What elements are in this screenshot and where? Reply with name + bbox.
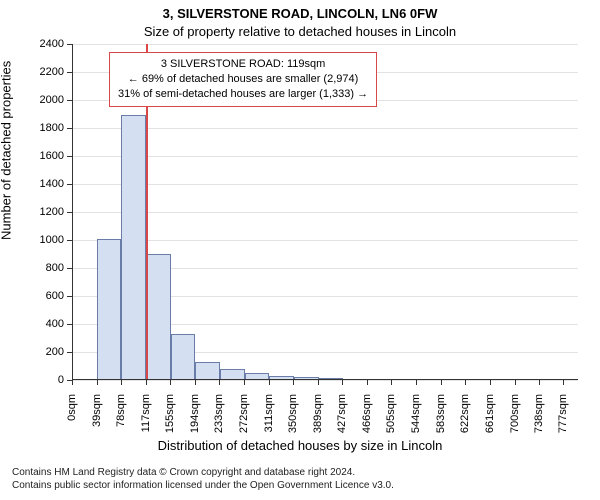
callout-box: 3 SILVERSTONE ROAD: 119sqm ← 69% of deta… — [109, 52, 377, 107]
histogram-bar — [195, 362, 220, 380]
y-tick-label: 1000 — [24, 235, 64, 245]
x-tick-label: 622sqm — [459, 394, 471, 444]
x-tick-label: 661sqm — [484, 394, 496, 444]
y-tick — [67, 296, 72, 297]
y-tick-label: 0 — [24, 375, 64, 385]
x-tick-label: 78sqm — [115, 394, 127, 444]
y-tick — [67, 72, 72, 73]
x-tick — [121, 380, 122, 385]
y-tick-label: 200 — [24, 347, 64, 357]
x-tick-label: 700sqm — [509, 394, 521, 444]
x-tick-label: 311sqm — [263, 394, 275, 444]
y-tick-label: 800 — [24, 263, 64, 273]
y-tick-label: 2000 — [24, 95, 64, 105]
x-axis-line — [72, 379, 578, 380]
footer-line-2: Contains public sector information licen… — [12, 479, 394, 492]
x-tick-label: 738sqm — [533, 394, 545, 444]
x-tick — [72, 380, 73, 385]
y-tick-label: 1600 — [24, 151, 64, 161]
x-tick-label: 272sqm — [238, 394, 250, 444]
x-tick-label: 0sqm — [66, 394, 78, 444]
x-tick — [269, 380, 270, 385]
grid-line — [72, 380, 578, 381]
callout-line-3: 31% of semi-detached houses are larger (… — [118, 87, 368, 102]
y-axis-label: Number of detached properties — [0, 61, 14, 240]
y-tick-label: 1400 — [24, 179, 64, 189]
y-tick — [67, 184, 72, 185]
histogram-bar — [121, 115, 146, 380]
y-tick — [67, 324, 72, 325]
chart-title-main: 3, SILVERSTONE ROAD, LINCOLN, LN6 0FW — [0, 6, 600, 21]
x-tick-label: 194sqm — [189, 394, 201, 444]
x-tick — [318, 380, 319, 385]
x-tick — [391, 380, 392, 385]
x-tick — [515, 380, 516, 385]
x-tick — [416, 380, 417, 385]
chart-title-sub: Size of property relative to detached ho… — [0, 24, 600, 39]
x-tick — [146, 380, 147, 385]
y-tick-label: 1200 — [24, 207, 64, 217]
y-tick — [67, 44, 72, 45]
x-tick — [465, 380, 466, 385]
x-tick-label: 544sqm — [410, 394, 422, 444]
x-tick-label: 505sqm — [385, 394, 397, 444]
histogram-bar — [97, 239, 122, 380]
x-tick-label: 583sqm — [435, 394, 447, 444]
x-tick — [293, 380, 294, 385]
x-tick — [244, 380, 245, 385]
y-tick-label: 400 — [24, 319, 64, 329]
x-tick — [342, 380, 343, 385]
x-axis-label: Distribution of detached houses by size … — [0, 438, 600, 453]
chart-container: { "layout": { "plot_left": 72, "plot_top… — [0, 0, 600, 500]
y-tick — [67, 352, 72, 353]
footer-attribution: Contains HM Land Registry data © Crown c… — [12, 466, 394, 492]
y-tick-label: 600 — [24, 291, 64, 301]
y-tick — [67, 240, 72, 241]
x-tick — [195, 380, 196, 385]
x-tick — [367, 380, 368, 385]
x-tick-label: 39sqm — [91, 394, 103, 444]
y-axis-line — [72, 44, 73, 380]
x-tick-label: 155sqm — [164, 394, 176, 444]
histogram-bar — [146, 254, 171, 380]
x-tick-label: 777sqm — [557, 394, 569, 444]
x-tick — [97, 380, 98, 385]
x-tick — [563, 380, 564, 385]
y-tick — [67, 100, 72, 101]
callout-line-1: 3 SILVERSTONE ROAD: 119sqm — [118, 57, 368, 72]
y-tick — [67, 268, 72, 269]
x-tick — [219, 380, 220, 385]
x-tick-label: 427sqm — [336, 394, 348, 444]
x-tick-label: 389sqm — [312, 394, 324, 444]
callout-line-2: ← 69% of detached houses are smaller (2,… — [118, 72, 368, 87]
x-tick-label: 117sqm — [140, 394, 152, 444]
x-tick — [539, 380, 540, 385]
y-tick-label: 2200 — [24, 67, 64, 77]
x-tick — [490, 380, 491, 385]
y-tick — [67, 212, 72, 213]
x-tick-label: 350sqm — [287, 394, 299, 444]
footer-line-1: Contains HM Land Registry data © Crown c… — [12, 466, 394, 479]
x-tick-label: 233sqm — [213, 394, 225, 444]
y-tick — [67, 128, 72, 129]
y-tick-label: 2400 — [24, 39, 64, 49]
x-tick — [441, 380, 442, 385]
histogram-bar — [171, 334, 196, 380]
x-tick — [170, 380, 171, 385]
y-tick-label: 1800 — [24, 123, 64, 133]
x-tick-label: 466sqm — [361, 394, 373, 444]
y-tick — [67, 156, 72, 157]
